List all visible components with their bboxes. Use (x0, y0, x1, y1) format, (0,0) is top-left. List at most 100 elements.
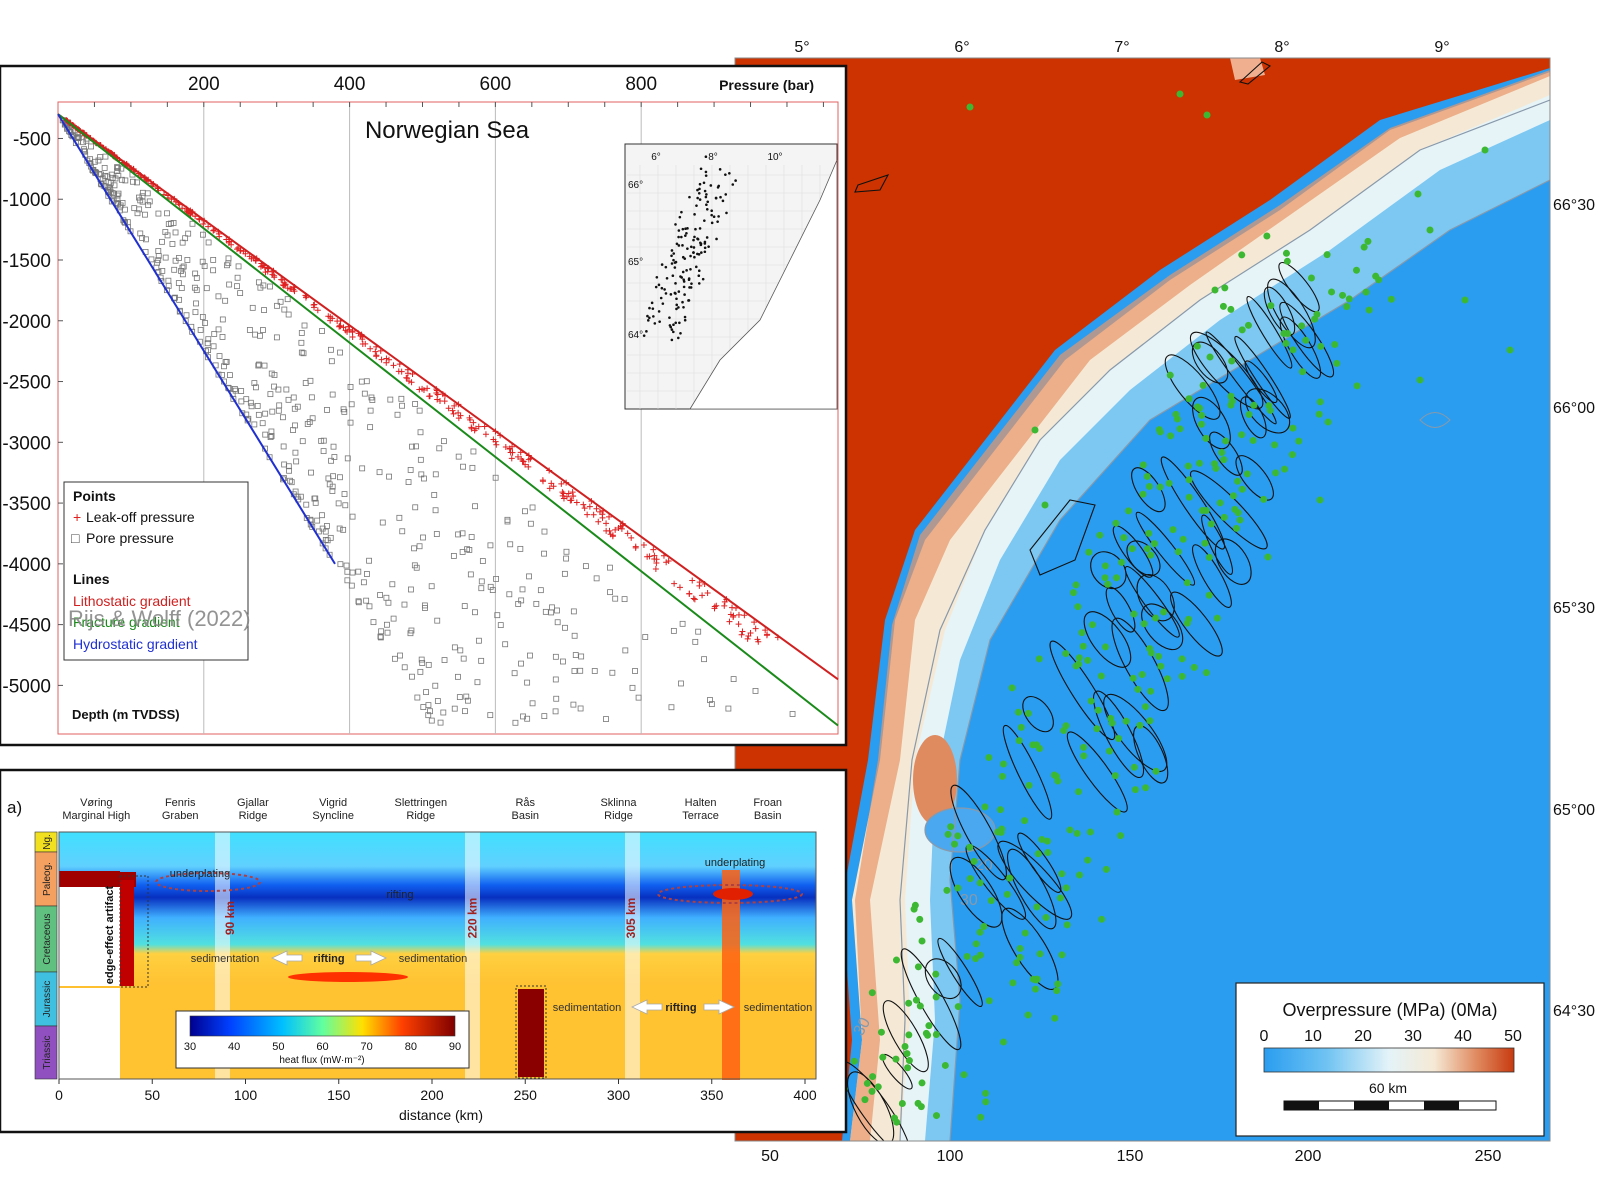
well-marker (1024, 709, 1032, 717)
pore-pressure-point (367, 407, 374, 414)
x-tick-label: 600 (480, 74, 512, 95)
well-marker (1203, 111, 1211, 119)
pore-pressure-point (330, 443, 337, 450)
well-marker (985, 997, 993, 1005)
leak-off-point (581, 505, 588, 512)
inset-well (703, 242, 707, 245)
legend-points-heading: Points (73, 488, 116, 504)
leak-off-point (689, 577, 696, 584)
leak-off-point (385, 356, 392, 363)
annotation-rifting: rifting (665, 1002, 696, 1014)
pore-pressure-point (115, 172, 122, 179)
annotation-rifting: rifting (387, 889, 414, 901)
well-marker (1238, 485, 1246, 493)
pore-pressure-point (593, 575, 600, 582)
pore-pressure-point (304, 421, 311, 427)
pore-pressure-point (293, 458, 300, 465)
well-marker (1345, 295, 1353, 303)
well-marker (1130, 610, 1138, 618)
well-marker (1033, 903, 1041, 911)
pore-pressure-point (450, 553, 457, 559)
lat-tick: 66°30 (1553, 197, 1595, 214)
well-marker (1094, 706, 1102, 714)
well-marker (1079, 642, 1087, 650)
pore-pressure-point (384, 629, 391, 636)
well-marker (1229, 492, 1237, 500)
pore-pressure-point (621, 596, 628, 603)
structure-label: Syncline (312, 810, 354, 822)
leak-off-point (650, 546, 657, 553)
inset-well (698, 227, 702, 230)
pore-pressure-point (234, 274, 241, 281)
well-marker (976, 879, 984, 887)
pore-pressure-point (255, 362, 262, 369)
x-tick-label: 300 (607, 1087, 631, 1103)
pore-pressure-point (274, 302, 280, 309)
pore-pressure-point (205, 239, 212, 246)
well-marker (1316, 398, 1324, 406)
field-outline (1002, 724, 1053, 820)
pore-pressure-point (407, 630, 414, 637)
well-marker (910, 905, 918, 913)
inset-well (680, 235, 683, 239)
pore-pressure-point (273, 334, 280, 341)
well-marker (1093, 725, 1101, 733)
well-marker (1267, 302, 1275, 310)
contour-line (949, 179, 1550, 1141)
pore-pressure-point (108, 198, 115, 205)
well-marker (1238, 326, 1246, 334)
well-marker (1461, 296, 1469, 304)
leak-off-point (606, 513, 613, 520)
leak-off-point (398, 368, 405, 375)
well-marker (1174, 548, 1182, 556)
pore-pressure-point (201, 263, 208, 269)
leak-off-point (584, 511, 591, 518)
leak-off-point (726, 618, 733, 625)
inset-well (699, 242, 703, 246)
inset-well (671, 274, 675, 278)
inset-well (663, 288, 666, 291)
pore-pressure-point (281, 306, 288, 313)
period-segment (34, 1025, 58, 1080)
pore-pressure-point (314, 517, 321, 524)
well-marker (987, 897, 995, 905)
lithostatic-gradient-line (57, 113, 839, 681)
pore-pressure-point (487, 542, 494, 549)
well-marker (1080, 743, 1088, 751)
well-marker (1302, 336, 1310, 344)
pore-pressure-point (291, 405, 298, 412)
well-marker (1169, 526, 1177, 534)
annotation-sedimentation: sedimentation (191, 953, 260, 965)
inset-lon-ticks: 6° 8° 10° (651, 152, 782, 163)
well-marker (1072, 581, 1080, 589)
inset-well (704, 170, 708, 174)
heatmap-hot-zone (288, 972, 408, 982)
well-marker (1134, 685, 1142, 693)
well-marker (1074, 603, 1082, 611)
well-marker (932, 993, 940, 1001)
pore-pressure-point (114, 196, 121, 203)
inset-well (724, 173, 727, 176)
pore-pressure-point (428, 583, 435, 590)
arrow-right-icon (703, 999, 735, 1015)
well-marker (1183, 579, 1191, 587)
panel-label: a) (7, 798, 22, 817)
inset-well (721, 199, 725, 203)
pore-pressure-point (366, 557, 372, 564)
well-marker (1074, 788, 1082, 796)
pore-pressure-point (326, 481, 333, 488)
pore-pressure-point (478, 585, 485, 592)
well-marker (1008, 684, 1016, 692)
inset-well (692, 251, 695, 254)
leak-off-point (508, 455, 515, 462)
leak-off-point (721, 602, 728, 609)
inset-well (696, 196, 699, 200)
inset-well (682, 306, 685, 309)
inset-well (709, 184, 713, 187)
well-marker (1207, 520, 1215, 528)
inset-well (651, 307, 655, 310)
pore-pressure-point (467, 571, 474, 578)
pore-pressure-point (319, 328, 325, 334)
inset-well (686, 227, 689, 230)
leak-off-point (690, 595, 697, 602)
